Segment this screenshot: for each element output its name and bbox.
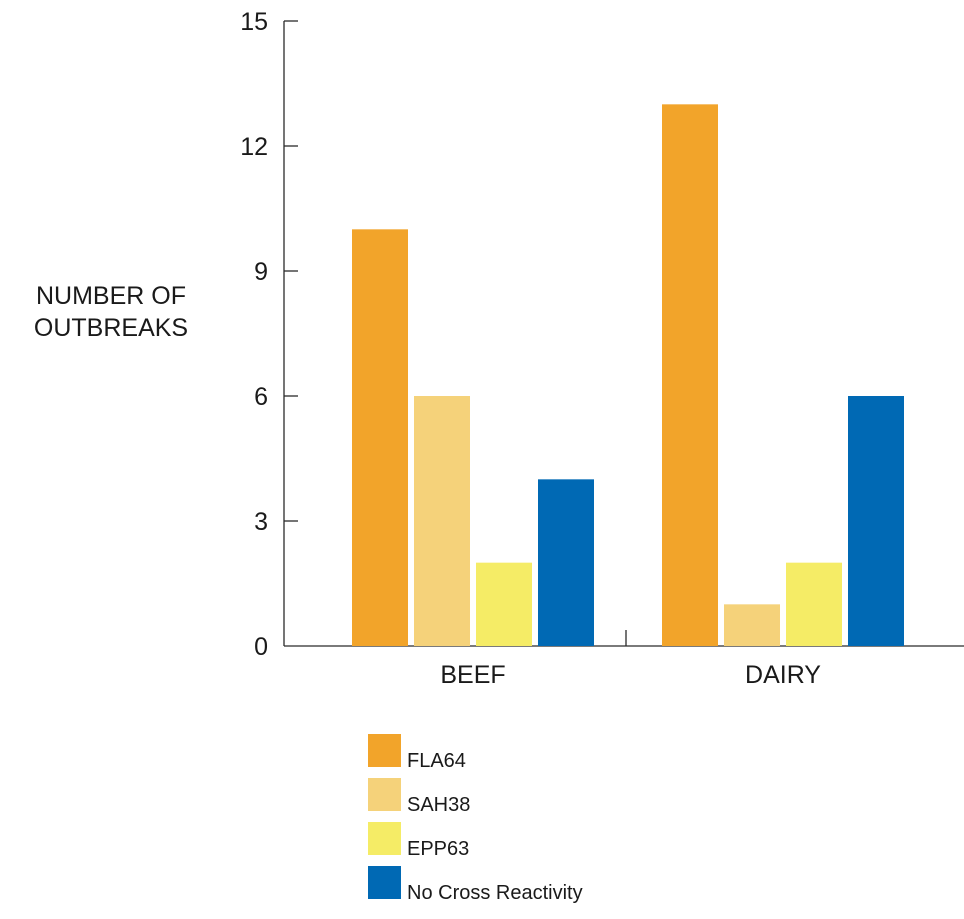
y-tick-label-3: 3 (254, 508, 268, 536)
bar-dairy-sah38 (724, 604, 780, 646)
y-tick-label-12: 12 (240, 133, 268, 161)
legend-label-fla64: FLA64 (407, 750, 466, 772)
legend-label-epp63: EPP63 (407, 838, 470, 860)
bar-dairy-epp63 (786, 562, 842, 646)
bar-dairy-no-cross-reactivity (848, 396, 904, 646)
bar-beef-epp63 (476, 562, 532, 646)
y-axis-label-line-2: OUTBREAKS (33, 314, 189, 342)
bar-dairy-fla64 (662, 104, 718, 647)
y-tick-label-6: 6 (254, 383, 268, 411)
bar-beef-fla64 (352, 229, 408, 647)
legend-swatch-no-cross-reactivity (368, 866, 401, 899)
bar-beef-sah38 (414, 396, 470, 646)
bar-beef-no-cross-reactivity (538, 479, 594, 646)
legend-swatch-fla64 (368, 734, 401, 767)
y-tick-label-15: 15 (240, 8, 268, 36)
y-axis-label-line-1: NUMBER OF (36, 282, 186, 310)
legend-swatch-sah38 (368, 778, 401, 811)
legend-label-sah38: SAH38 (407, 794, 471, 816)
y-axis-label: NUMBER OF OUTBREAKS (0, 280, 222, 344)
x-tick-label-beef: BEEF (440, 661, 505, 689)
legend-label-no-cross-reactivity: No Cross Reactivity (407, 882, 583, 904)
y-tick-label-0: 0 (254, 633, 268, 661)
legend-swatch-epp63 (368, 822, 401, 855)
y-tick-label-9: 9 (254, 258, 268, 286)
x-tick-label-dairy: DAIRY (745, 661, 821, 689)
